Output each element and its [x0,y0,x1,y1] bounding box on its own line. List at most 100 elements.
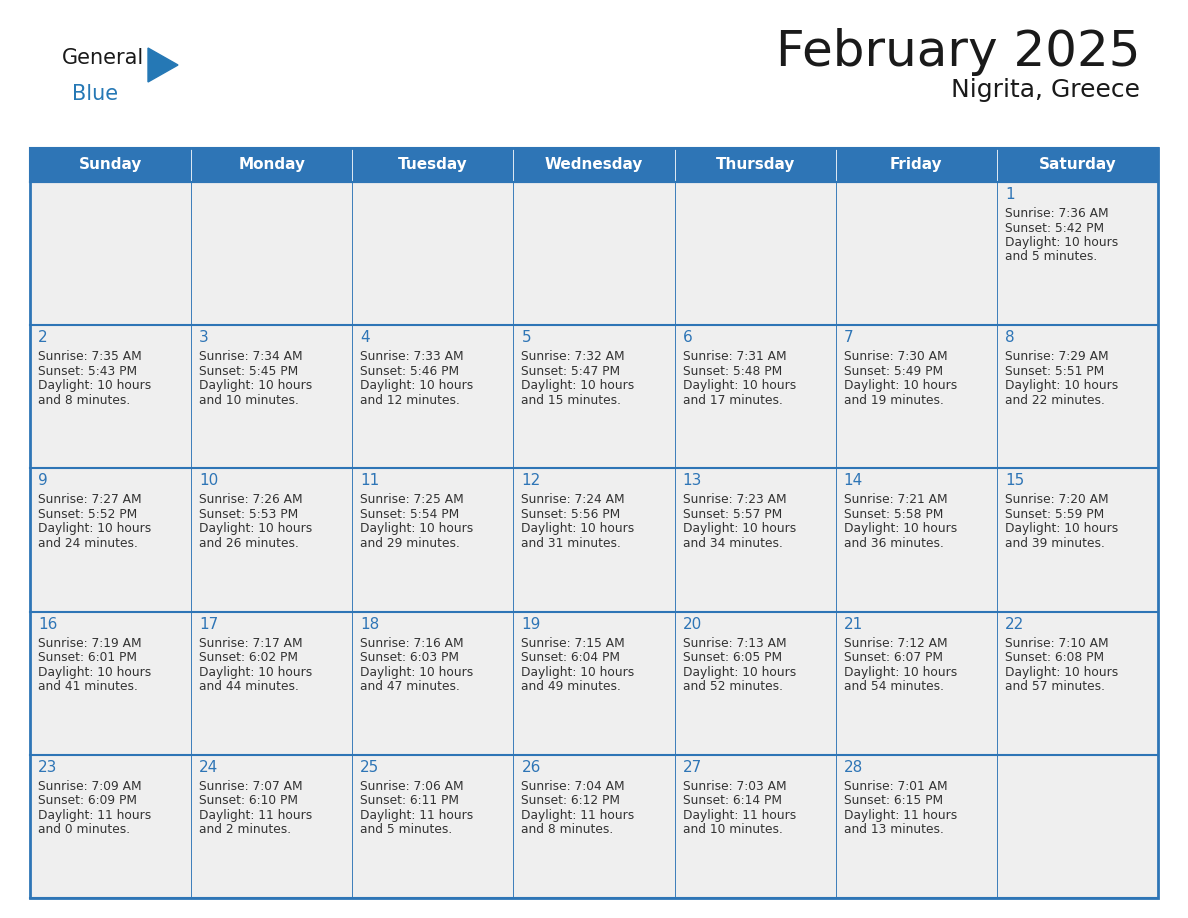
Text: Daylight: 10 hours: Daylight: 10 hours [360,666,474,678]
Text: and 44 minutes.: and 44 minutes. [200,680,299,693]
Text: Daylight: 10 hours: Daylight: 10 hours [360,379,474,392]
Bar [513,325,675,468]
Text: Daylight: 10 hours: Daylight: 10 hours [200,522,312,535]
Bar [997,611,1158,755]
Text: 15: 15 [1005,474,1024,488]
Text: Sunrise: 7:32 AM: Sunrise: 7:32 AM [522,350,625,364]
Bar [30,148,1158,898]
Text: and 47 minutes.: and 47 minutes. [360,680,460,693]
Text: Sunrise: 7:29 AM: Sunrise: 7:29 AM [1005,350,1108,364]
Text: and 19 minutes.: and 19 minutes. [843,394,943,407]
Bar [30,182,191,325]
Text: 18: 18 [360,617,379,632]
Text: Sunrise: 7:19 AM: Sunrise: 7:19 AM [38,636,141,650]
Bar [513,148,675,182]
Text: Sunrise: 7:25 AM: Sunrise: 7:25 AM [360,493,465,507]
Text: and 29 minutes.: and 29 minutes. [360,537,460,550]
Bar [353,182,513,325]
Text: 6: 6 [683,330,693,345]
Text: Sunset: 5:48 PM: Sunset: 5:48 PM [683,364,782,377]
Bar [30,755,191,898]
Text: Sunset: 5:52 PM: Sunset: 5:52 PM [38,508,138,521]
Bar [353,148,513,182]
Text: Sunrise: 7:15 AM: Sunrise: 7:15 AM [522,636,625,650]
Text: 28: 28 [843,760,862,775]
Bar [191,755,353,898]
Text: Sunset: 6:07 PM: Sunset: 6:07 PM [843,651,943,664]
Text: Sunrise: 7:03 AM: Sunrise: 7:03 AM [683,779,786,793]
Text: Sunrise: 7:07 AM: Sunrise: 7:07 AM [200,779,303,793]
Text: 26: 26 [522,760,541,775]
Text: and 34 minutes.: and 34 minutes. [683,537,783,550]
Text: Sunrise: 7:30 AM: Sunrise: 7:30 AM [843,350,947,364]
Text: and 13 minutes.: and 13 minutes. [843,823,943,836]
Text: 27: 27 [683,760,702,775]
Text: and 22 minutes.: and 22 minutes. [1005,394,1105,407]
Text: Daylight: 10 hours: Daylight: 10 hours [1005,666,1118,678]
Bar [675,611,835,755]
Text: and 49 minutes.: and 49 minutes. [522,680,621,693]
Text: Daylight: 10 hours: Daylight: 10 hours [683,522,796,535]
Text: Daylight: 10 hours: Daylight: 10 hours [522,666,634,678]
Text: Sunset: 6:09 PM: Sunset: 6:09 PM [38,794,137,807]
Text: Sunrise: 7:17 AM: Sunrise: 7:17 AM [200,636,303,650]
Text: Sunday: Sunday [78,158,143,173]
Text: 16: 16 [38,617,57,632]
Bar [353,468,513,611]
Text: and 26 minutes.: and 26 minutes. [200,537,299,550]
Text: Daylight: 11 hours: Daylight: 11 hours [200,809,312,822]
Text: Sunset: 6:01 PM: Sunset: 6:01 PM [38,651,137,664]
Text: Sunrise: 7:13 AM: Sunrise: 7:13 AM [683,636,786,650]
Text: Wednesday: Wednesday [545,158,643,173]
Text: Sunrise: 7:06 AM: Sunrise: 7:06 AM [360,779,463,793]
Text: Sunrise: 7:21 AM: Sunrise: 7:21 AM [843,493,947,507]
Text: Sunset: 6:11 PM: Sunset: 6:11 PM [360,794,460,807]
Text: 4: 4 [360,330,369,345]
Text: Daylight: 10 hours: Daylight: 10 hours [200,666,312,678]
Text: Thursday: Thursday [715,158,795,173]
Text: Sunrise: 7:01 AM: Sunrise: 7:01 AM [843,779,947,793]
Text: Sunset: 6:15 PM: Sunset: 6:15 PM [843,794,943,807]
Text: Sunset: 5:42 PM: Sunset: 5:42 PM [1005,221,1104,234]
Bar [191,611,353,755]
Text: Sunset: 6:04 PM: Sunset: 6:04 PM [522,651,620,664]
Bar [835,755,997,898]
Text: Sunset: 5:59 PM: Sunset: 5:59 PM [1005,508,1104,521]
Bar [30,468,191,611]
Text: and 57 minutes.: and 57 minutes. [1005,680,1105,693]
Text: 22: 22 [1005,617,1024,632]
Text: and 10 minutes.: and 10 minutes. [200,394,299,407]
Text: 13: 13 [683,474,702,488]
Text: and 17 minutes.: and 17 minutes. [683,394,783,407]
Text: 19: 19 [522,617,541,632]
Text: Daylight: 11 hours: Daylight: 11 hours [38,809,151,822]
Text: Sunset: 5:54 PM: Sunset: 5:54 PM [360,508,460,521]
Text: General: General [62,48,144,68]
Text: 8: 8 [1005,330,1015,345]
Text: and 31 minutes.: and 31 minutes. [522,537,621,550]
Text: Sunset: 6:08 PM: Sunset: 6:08 PM [1005,651,1104,664]
Bar [353,325,513,468]
Text: and 52 minutes.: and 52 minutes. [683,680,783,693]
Text: Daylight: 10 hours: Daylight: 10 hours [522,522,634,535]
Text: 21: 21 [843,617,862,632]
Bar [835,148,997,182]
Text: and 5 minutes.: and 5 minutes. [360,823,453,836]
Bar [513,468,675,611]
Text: Daylight: 10 hours: Daylight: 10 hours [1005,236,1118,249]
Text: 25: 25 [360,760,379,775]
Text: 3: 3 [200,330,209,345]
Text: Sunset: 6:10 PM: Sunset: 6:10 PM [200,794,298,807]
Bar [30,611,191,755]
Text: Sunset: 5:45 PM: Sunset: 5:45 PM [200,364,298,377]
Text: and 39 minutes.: and 39 minutes. [1005,537,1105,550]
Text: and 0 minutes.: and 0 minutes. [38,823,131,836]
Bar [675,755,835,898]
Text: Sunset: 6:12 PM: Sunset: 6:12 PM [522,794,620,807]
Text: 7: 7 [843,330,853,345]
Text: Daylight: 11 hours: Daylight: 11 hours [843,809,958,822]
Text: Daylight: 10 hours: Daylight: 10 hours [360,522,474,535]
Bar [997,755,1158,898]
Text: Sunset: 5:46 PM: Sunset: 5:46 PM [360,364,460,377]
Text: Sunset: 6:05 PM: Sunset: 6:05 PM [683,651,782,664]
